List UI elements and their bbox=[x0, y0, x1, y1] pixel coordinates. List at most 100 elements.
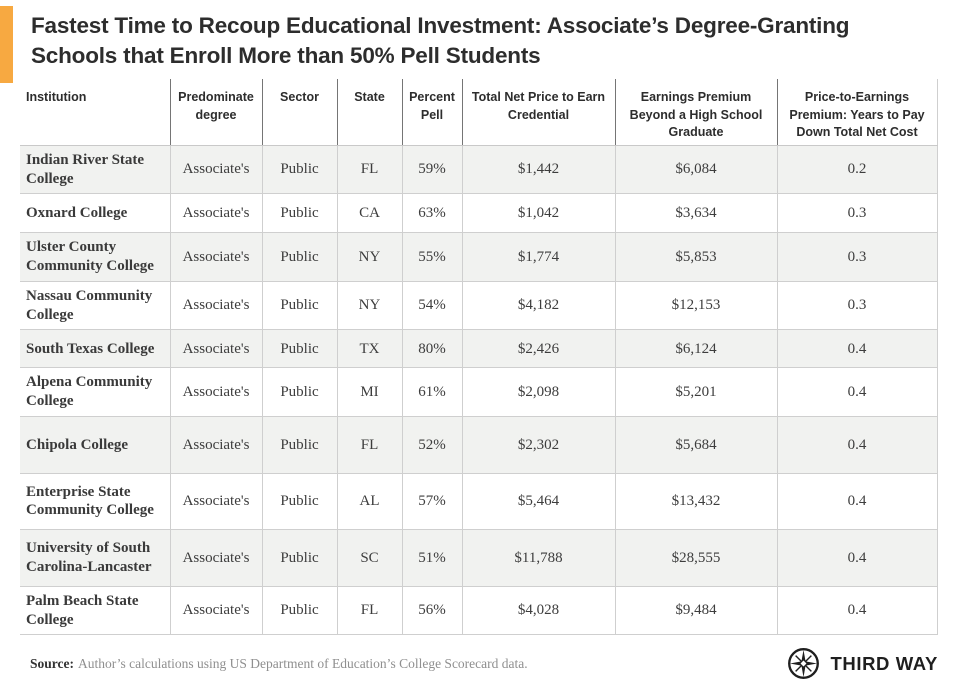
table-row: Enterprise State Community College Assoc… bbox=[20, 473, 938, 530]
cell-percent-pell: 51% bbox=[402, 529, 463, 587]
cell-years-to-pay: 0.4 bbox=[777, 416, 938, 474]
cell-percent-pell: 61% bbox=[402, 367, 463, 417]
cell-years-to-pay: 0.4 bbox=[777, 529, 938, 587]
cell-institution: Chipola College bbox=[20, 416, 171, 474]
cell-institution: University of South Carolina-Lancaster bbox=[20, 529, 171, 587]
cell-sector: Public bbox=[262, 145, 338, 195]
cell-state: AL bbox=[337, 473, 403, 530]
cell-years-to-pay: 0.4 bbox=[777, 329, 938, 369]
cell-institution: Ulster County Community College bbox=[20, 232, 171, 282]
cell-percent-pell: 55% bbox=[402, 232, 463, 282]
cell-net-price: $5,464 bbox=[462, 473, 616, 530]
table-row: Palm Beach State College Associate's Pub… bbox=[20, 586, 938, 636]
cell-earnings-premium: $5,853 bbox=[615, 232, 778, 282]
cell-degree: Associate's bbox=[170, 145, 263, 195]
cell-earnings-premium: $3,634 bbox=[615, 193, 778, 234]
cell-percent-pell: 63% bbox=[402, 193, 463, 234]
cell-earnings-premium: $28,555 bbox=[615, 529, 778, 587]
cell-degree: Associate's bbox=[170, 281, 263, 331]
cell-earnings-premium: $5,684 bbox=[615, 416, 778, 474]
cell-state: NY bbox=[337, 232, 403, 282]
table-row: Oxnard College Associate's Public CA 63%… bbox=[20, 193, 938, 234]
cell-net-price: $4,182 bbox=[462, 281, 616, 331]
cell-earnings-premium: $12,153 bbox=[615, 281, 778, 331]
cell-state: TX bbox=[337, 329, 403, 369]
table-row: University of South Carolina-Lancaster A… bbox=[20, 529, 938, 587]
column-header-price-to-earnings: Price-to-Earnings Premium: Years to Pay … bbox=[777, 79, 938, 146]
page-title: Fastest Time to Recoup Educational Inves… bbox=[31, 13, 850, 68]
third-way-logo: THIRD WAY bbox=[786, 646, 938, 681]
table-row: Nassau Community College Associate's Pub… bbox=[20, 281, 938, 331]
table-row: South Texas College Associate's Public T… bbox=[20, 329, 938, 369]
cell-net-price: $11,788 bbox=[462, 529, 616, 587]
data-table: Institution Predominate degree Sector St… bbox=[20, 79, 938, 636]
cell-net-price: $1,774 bbox=[462, 232, 616, 282]
cell-degree: Associate's bbox=[170, 586, 263, 636]
cell-earnings-premium: $5,201 bbox=[615, 367, 778, 417]
cell-institution: Nassau Community College bbox=[20, 281, 171, 331]
cell-net-price: $2,426 bbox=[462, 329, 616, 369]
cell-sector: Public bbox=[262, 529, 338, 587]
cell-state: NY bbox=[337, 281, 403, 331]
cell-percent-pell: 56% bbox=[402, 586, 463, 636]
accent-bar bbox=[0, 6, 13, 83]
column-header-state: State bbox=[337, 79, 403, 146]
cell-degree: Associate's bbox=[170, 367, 263, 417]
cell-sector: Public bbox=[262, 473, 338, 530]
column-header-degree: Predominate degree bbox=[170, 79, 263, 146]
table-row: Chipola College Associate's Public FL 52… bbox=[20, 416, 938, 474]
cell-sector: Public bbox=[262, 416, 338, 474]
cell-sector: Public bbox=[262, 586, 338, 636]
cell-earnings-premium: $6,084 bbox=[615, 145, 778, 195]
cell-institution: Palm Beach State College bbox=[20, 586, 171, 636]
figure-header: Fastest Time to Recoup Educational Inves… bbox=[0, 0, 960, 83]
table-row: Indian River State College Associate's P… bbox=[20, 145, 938, 195]
column-header-earnings-premium: Earnings Premium Beyond a High School Gr… bbox=[615, 79, 778, 146]
cell-institution: South Texas College bbox=[20, 329, 171, 369]
column-header-institution: Institution bbox=[20, 79, 171, 146]
header-row: Institution Predominate degree Sector St… bbox=[20, 79, 938, 146]
table-row: Alpena Community College Associate's Pub… bbox=[20, 367, 938, 417]
cell-state: FL bbox=[337, 586, 403, 636]
cell-years-to-pay: 0.4 bbox=[777, 473, 938, 530]
cell-years-to-pay: 0.4 bbox=[777, 367, 938, 417]
cell-institution: Alpena Community College bbox=[20, 367, 171, 417]
cell-net-price: $2,098 bbox=[462, 367, 616, 417]
cell-state: CA bbox=[337, 193, 403, 234]
figure-footer: Source: Author’s calculations using US De… bbox=[30, 646, 938, 681]
data-table-container: Institution Predominate degree Sector St… bbox=[20, 79, 960, 636]
source-text: Author’s calculations using US Departmen… bbox=[78, 655, 528, 671]
cell-percent-pell: 54% bbox=[402, 281, 463, 331]
cell-earnings-premium: $6,124 bbox=[615, 329, 778, 369]
cell-percent-pell: 59% bbox=[402, 145, 463, 195]
cell-net-price: $2,302 bbox=[462, 416, 616, 474]
cell-degree: Associate's bbox=[170, 473, 263, 530]
cell-net-price: $4,028 bbox=[462, 586, 616, 636]
cell-degree: Associate's bbox=[170, 232, 263, 282]
cell-sector: Public bbox=[262, 281, 338, 331]
column-header-percent-pell: Percent Pell bbox=[402, 79, 463, 146]
cell-sector: Public bbox=[262, 367, 338, 417]
cell-years-to-pay: 0.4 bbox=[777, 586, 938, 636]
cell-institution: Indian River State College bbox=[20, 145, 171, 195]
column-header-sector: Sector bbox=[262, 79, 338, 146]
cell-institution: Enterprise State Community College bbox=[20, 473, 171, 530]
cell-degree: Associate's bbox=[170, 193, 263, 234]
cell-percent-pell: 80% bbox=[402, 329, 463, 369]
source-label: Source: bbox=[30, 655, 74, 671]
cell-state: MI bbox=[337, 367, 403, 417]
cell-net-price: $1,442 bbox=[462, 145, 616, 195]
cell-years-to-pay: 0.3 bbox=[777, 232, 938, 282]
cell-institution: Oxnard College bbox=[20, 193, 171, 234]
cell-degree: Associate's bbox=[170, 416, 263, 474]
cell-percent-pell: 57% bbox=[402, 473, 463, 530]
cell-years-to-pay: 0.3 bbox=[777, 281, 938, 331]
cell-sector: Public bbox=[262, 232, 338, 282]
cell-earnings-premium: $13,432 bbox=[615, 473, 778, 530]
cell-earnings-premium: $9,484 bbox=[615, 586, 778, 636]
cell-degree: Associate's bbox=[170, 529, 263, 587]
cell-degree: Associate's bbox=[170, 329, 263, 369]
cell-state: FL bbox=[337, 145, 403, 195]
cell-state: SC bbox=[337, 529, 403, 587]
cell-years-to-pay: 0.3 bbox=[777, 193, 938, 234]
